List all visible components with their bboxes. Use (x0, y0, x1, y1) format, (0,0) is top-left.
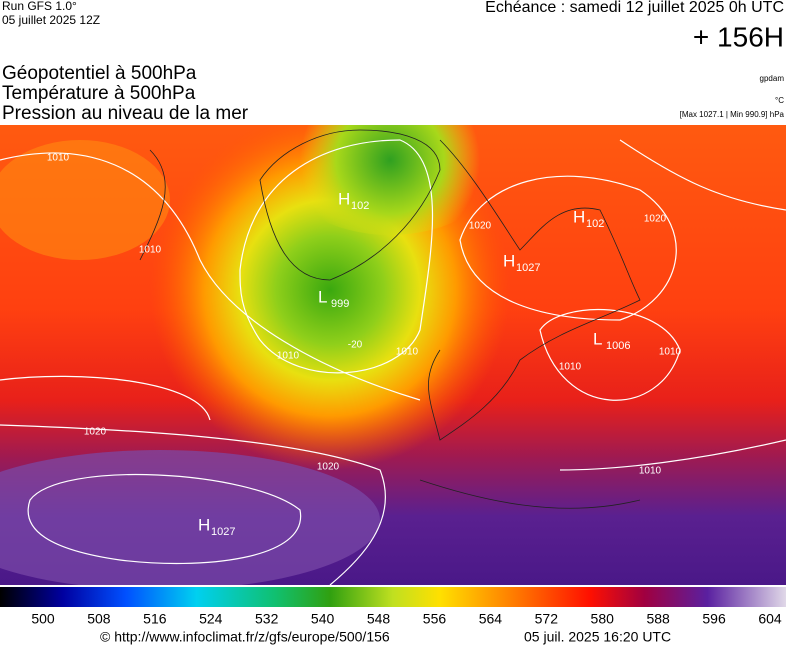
isobar-label: -20 (348, 340, 363, 351)
center-letter: H (198, 515, 210, 534)
colorbar-tick-label: 564 (479, 611, 503, 627)
isobar-label: 1020 (644, 214, 667, 225)
isobar-label: 1010 (559, 362, 582, 373)
colorbar-tick-label: 572 (535, 611, 559, 627)
center-letter: H (573, 207, 585, 226)
field: Géopotentiel à 500hPa (2, 63, 197, 84)
center-letter: H (338, 189, 350, 208)
colorbar (0, 587, 786, 607)
colorbar-tick-label: 604 (758, 611, 782, 627)
center-letter: L (318, 287, 327, 306)
isobar-label: 1020 (469, 221, 492, 232)
colorbar-tick-label: 540 (311, 611, 335, 627)
map (0, 125, 786, 585)
isobar-label: 1010 (396, 347, 419, 358)
run: Run GFS 1.0° (2, 0, 77, 13)
center-value: 102 (351, 200, 369, 212)
isobar-label: 1010 (277, 351, 300, 362)
field: Température à 500hPa (2, 83, 196, 104)
center-value: 102 (586, 218, 604, 230)
isobar-label: 1010 (139, 245, 162, 256)
colorbar-tick-label: 548 (367, 611, 391, 627)
colorbar-tick-label: 556 (423, 611, 447, 627)
unit: °C (775, 96, 784, 105)
isobar-label: 1010 (659, 347, 682, 358)
center-letter: H (503, 251, 515, 270)
colorbar-tick-label: 508 (87, 611, 111, 627)
colorbar-tick-label: 596 (702, 611, 726, 627)
field: Pression au niveau de la mer (2, 103, 249, 124)
isobar-label: 1010 (639, 466, 662, 477)
generated: 05 juil. 2025 16:20 UTC (524, 629, 671, 645)
pressure-range: [Max 1027.1 | Min 990.9] hPa (680, 110, 785, 119)
center-value: 999 (331, 298, 349, 310)
source: © http://www.infoclimat.fr/z/gfs/europe/… (100, 629, 390, 645)
run-date: 05 juillet 2025 12Z (2, 13, 100, 27)
center-value: 1027 (516, 262, 540, 274)
colorbar-tick-label: 580 (591, 611, 615, 627)
center-letter: L (593, 329, 602, 348)
lead-time: + 156H (693, 21, 784, 52)
center-value: 1006 (606, 340, 630, 352)
echeance: Echéance : samedi 12 juillet 2025 0h UTC (485, 0, 784, 16)
isobar-label: 1020 (84, 427, 107, 438)
isobar-label: 1020 (317, 462, 340, 473)
unit: gpdam (760, 74, 785, 83)
colorbar-tick-label: 532 (255, 611, 279, 627)
colorbar-tick-label: 516 (143, 611, 167, 627)
center-value: 1027 (211, 526, 235, 538)
colorbar-tick-label: 524 (199, 611, 223, 627)
colorbar-tick-label: 500 (31, 611, 55, 627)
isobar-label: 1010 (47, 153, 70, 164)
colorbar-tick-label: 588 (646, 611, 670, 627)
